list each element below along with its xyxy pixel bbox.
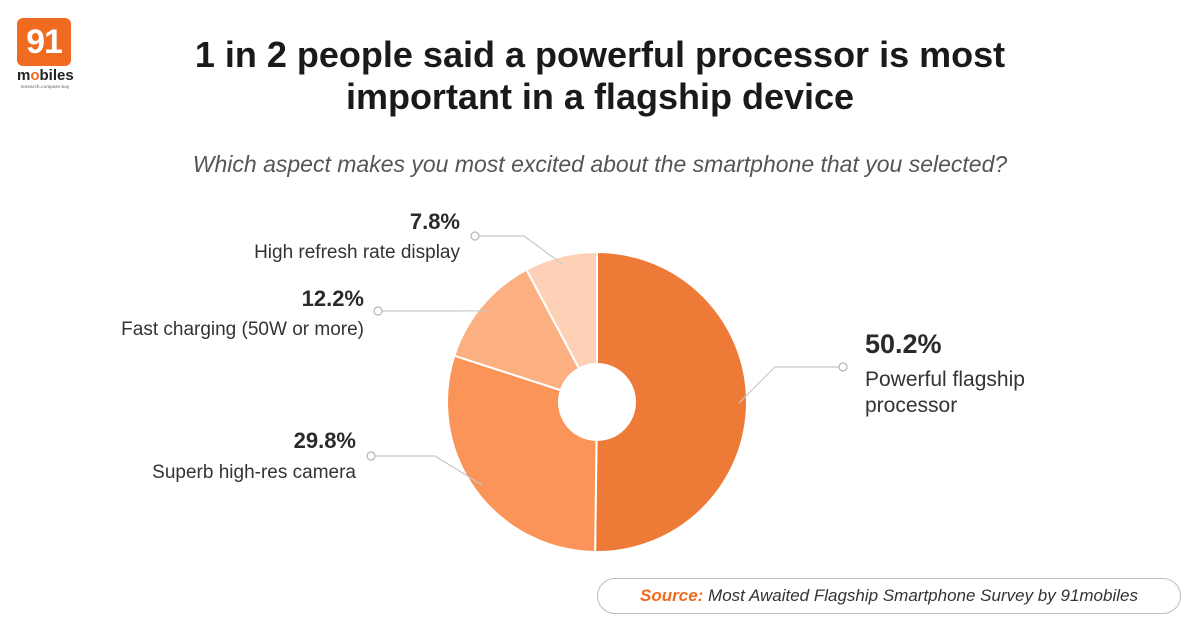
chart-subtitle: Which aspect makes you most excited abou… — [192, 151, 1008, 177]
logo-tagline: research.compare.buy — [20, 84, 70, 89]
leader-dot-superb-high-res-camera — [366, 451, 376, 461]
data-label-high-refresh-rate-display: 7.8% — [410, 209, 460, 234]
pie-slice-superb-high-res-camera — [446, 354, 598, 554]
leader-line-powerful-flagship-processor — [738, 366, 843, 404]
source-label: Source: — [640, 586, 704, 605]
data-label-fast-charging-50w-or-more: 12.2% — [302, 286, 364, 311]
title-line-1: 1 in 2 people said a powerful processor … — [194, 34, 1006, 75]
logo-number: 91 — [17, 18, 71, 66]
brand-logo: 91 mobiles research.compare.buy — [17, 18, 74, 92]
category-label-high-refresh-rate-display: High refresh rate display — [254, 242, 460, 263]
data-label-powerful-flagship-processor: 50.2% — [865, 329, 942, 359]
category-label-fast-charging-50w-or-more: Fast charging (50W or more) — [121, 319, 364, 340]
category-label-superb-high-res-camera: Superb high-res camera — [152, 462, 356, 483]
category-label-powerful-flagship-processor-line-2: processor — [865, 394, 957, 417]
title-line-2: important in a flagship device — [345, 76, 855, 117]
source-note: Source: Most Awaited Flagship Smartphone… — [597, 578, 1181, 614]
pie-slice-high-refresh-rate-display — [525, 250, 598, 370]
leader-dot-high-refresh-rate-display — [470, 231, 480, 241]
pie-slice-powerful-flagship-processor — [594, 250, 748, 553]
source-text: Most Awaited Flagship Smartphone Survey … — [703, 586, 1138, 605]
data-label-superb-high-res-camera: 29.8% — [294, 428, 356, 453]
leader-line-superb-high-res-camera — [371, 455, 482, 486]
leader-dot-powerful-flagship-processor — [838, 362, 848, 372]
leader-line-high-refresh-rate-display — [475, 235, 563, 265]
leader-dot-fast-charging-50w-or-more — [373, 306, 383, 316]
category-label-powerful-flagship-processor: Powerful flagship — [865, 368, 1025, 391]
chart-title: 1 in 2 people said a powerful processor … — [0, 34, 1200, 118]
pie-slice-fast-charging-50w-or-more — [453, 268, 581, 392]
logo-wordmark: mobiles — [17, 67, 74, 84]
